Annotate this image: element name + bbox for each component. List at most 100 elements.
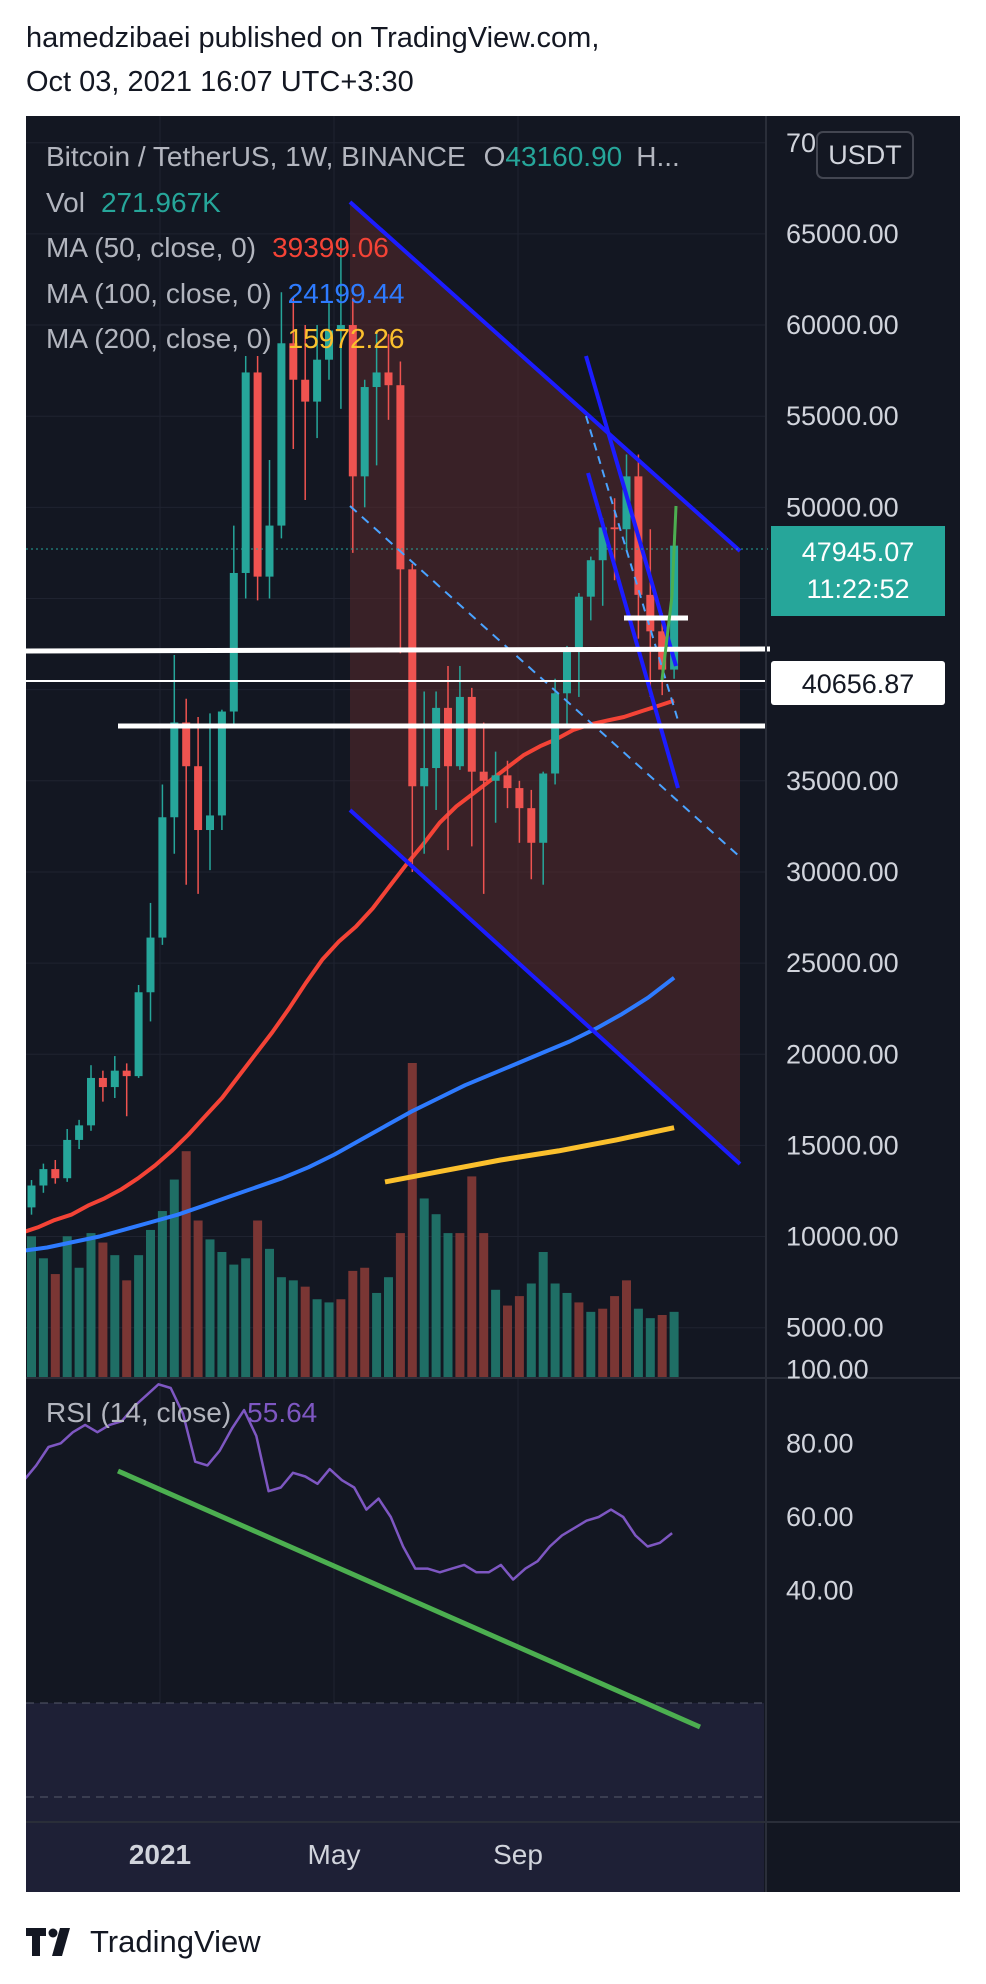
legend-symbol: Bitcoin / TetherUS, 1W, BINANCE (46, 141, 466, 172)
volume-bar (431, 1214, 441, 1378)
ma50-line (26, 698, 675, 1234)
support-line-1 (26, 646, 771, 654)
price-tick-label: 5000.00 (786, 1313, 884, 1343)
price-tick-label: 35000.00 (786, 766, 899, 796)
candle-body (158, 817, 167, 938)
candle-body (515, 788, 524, 809)
volume-bar (622, 1280, 631, 1378)
volume-bar (205, 1239, 215, 1378)
volume-bar (514, 1296, 524, 1378)
volume-bar (265, 1248, 274, 1378)
volume-bar (86, 1233, 96, 1378)
volume-bar (610, 1296, 620, 1378)
rsi-tick-label: 100.00 (786, 1355, 869, 1385)
legend-ma50-label: MA (50, close, 0) (46, 232, 256, 263)
wedge-lower-line (586, 472, 680, 789)
volume-bar (491, 1289, 501, 1378)
footer: TradingView (26, 1922, 261, 1962)
candle-body (325, 330, 333, 360)
candle-body (39, 1169, 48, 1186)
candle-body (360, 387, 369, 477)
volume-bar (312, 1299, 322, 1378)
channel-fill (350, 202, 740, 1164)
time-tick-label: 2021 (129, 1839, 191, 1870)
volume-bar (217, 1252, 227, 1378)
legend: Bitcoin / TetherUS, 1W, BINANCE O43160.90… (46, 141, 680, 1428)
chart-svg: 70000.0065000.0060000.0055000.0050000.00… (26, 116, 960, 1892)
candle-body (217, 711, 226, 816)
legend-ma200-label: MA (200, close, 0) (46, 323, 272, 354)
volume-bar (134, 1255, 144, 1378)
candle-body (277, 343, 286, 526)
time-tick-label: Sep (493, 1839, 543, 1870)
candle-body (336, 325, 345, 331)
price-tick-label: 55000.00 (786, 401, 899, 431)
candle-body (265, 525, 274, 577)
volume-bar (276, 1277, 286, 1378)
volume-bar (526, 1283, 536, 1378)
volume-bar (479, 1233, 489, 1378)
volume-bar (348, 1270, 358, 1378)
candle-body (551, 693, 560, 774)
price-label-value: 47945.07 (802, 537, 915, 567)
candle-body (313, 359, 322, 402)
volume-bar (443, 1233, 453, 1378)
marker-label-value: 40656.87 (802, 669, 915, 699)
volume-bar (38, 1258, 48, 1378)
volume-bar (669, 1311, 679, 1378)
candle-body (396, 385, 405, 570)
candle-body (444, 707, 452, 767)
candle-body (527, 808, 536, 843)
candle-body (622, 476, 631, 530)
candle-body (563, 647, 571, 694)
candle-body (194, 766, 203, 831)
moving-averages (26, 698, 676, 1253)
projection-arrow (660, 505, 678, 681)
candle-body (539, 773, 548, 843)
volume-bar (27, 1236, 36, 1378)
candle-body (598, 527, 607, 561)
currency-badge[interactable] (816, 131, 914, 179)
price-label-box (771, 526, 945, 616)
price-tick-label: 20000.00 (786, 1039, 899, 1069)
candle-body (182, 722, 191, 767)
candle-body (110, 1070, 119, 1088)
volume-bar (645, 1318, 655, 1378)
volume-bar (562, 1292, 572, 1378)
legend-ma200-row: MA (200, close, 0) 15972.26 (46, 323, 404, 354)
volume-bar (467, 1176, 477, 1378)
drawings (26, 200, 772, 1730)
axis-divider (26, 116, 960, 1892)
candle-body (27, 1185, 36, 1208)
volume-bar (538, 1252, 548, 1378)
candle-body (574, 596, 583, 648)
volume-bar (395, 1233, 405, 1378)
candle-body (51, 1169, 60, 1179)
rsi-trend-line (116, 1468, 702, 1730)
candle-body (87, 1077, 95, 1126)
time-tick-label: May (308, 1839, 361, 1870)
candle-body (586, 560, 595, 597)
volume-bar (253, 1220, 263, 1378)
rsi-tick-label: 60.00 (786, 1502, 854, 1532)
price-tick-label: 30000.00 (786, 857, 899, 887)
rsi-line (26, 1383, 673, 1581)
volume-bar (288, 1280, 298, 1378)
price-tick-label: 60000.00 (786, 310, 899, 340)
marker-label-box (771, 661, 945, 705)
legend-ma50-value: 39399.06 (272, 232, 389, 263)
legend-ma100-value: 24199.44 (288, 278, 405, 309)
volume-bar (169, 1179, 179, 1378)
price-tick-label: 65000.00 (786, 219, 899, 249)
candle-body (432, 707, 441, 769)
chart-frame[interactable]: 70000.0065000.0060000.0055000.0050000.00… (26, 116, 960, 1892)
volume-bar (455, 1233, 465, 1378)
wedge-mid-dashed (585, 415, 681, 728)
legend-open-value: 43160.90 (505, 141, 622, 172)
candle-body (289, 343, 298, 380)
wedge-upper-line (584, 355, 678, 667)
candle-body (241, 372, 250, 573)
rsi-tick-label: 40.00 (786, 1576, 854, 1606)
rsi-legend-row: RSI (14, close) 55.64 (46, 1397, 317, 1428)
candle-body (491, 775, 500, 781)
